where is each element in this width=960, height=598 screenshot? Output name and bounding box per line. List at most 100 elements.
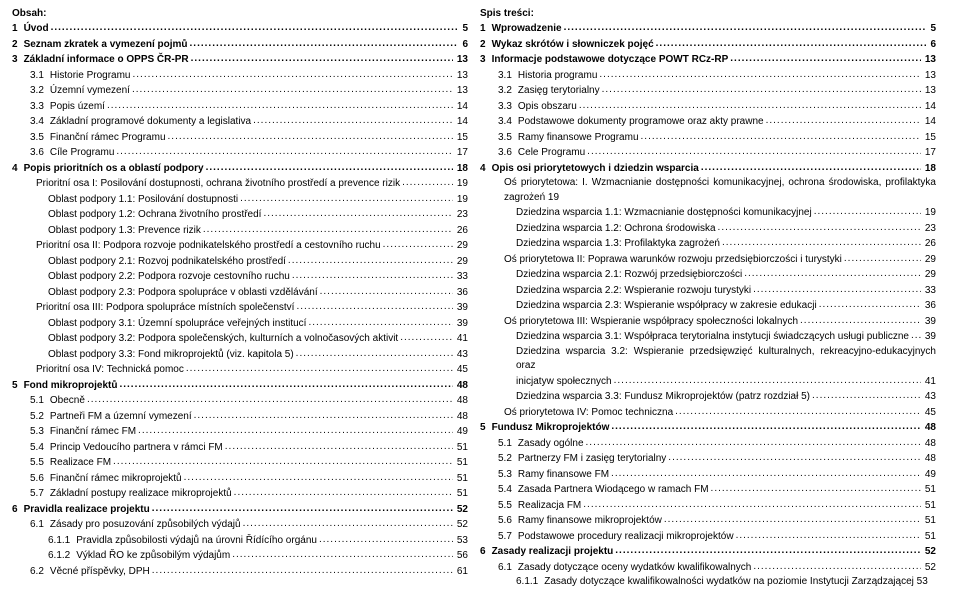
toc-label: Základní programové dokumenty a legislat… <box>50 115 251 130</box>
toc-dots <box>190 37 459 47</box>
toc-dots <box>206 161 453 171</box>
toc-line: 5.5Realizacja FM51 <box>480 498 936 514</box>
toc-label: Obecně <box>50 394 85 409</box>
right-header: Spis treści: <box>480 8 936 19</box>
toc-line: 3.4Podstawowe dokumenty programowe oraz … <box>480 114 936 130</box>
toc-label: Zasada Partnera Wiodącego w ramach FM <box>518 483 709 498</box>
toc-page: 6 <box>928 38 936 53</box>
toc-line: Oblast podpory 3.2: Podpora společenskýc… <box>12 331 468 347</box>
toc-num: 3.4 <box>498 115 518 130</box>
toc-dots <box>383 238 453 248</box>
toc-page: 45 <box>923 406 936 421</box>
toc-dots <box>611 420 921 430</box>
toc-dots <box>225 440 453 450</box>
toc-dots <box>184 471 453 481</box>
toc-page: 29 <box>923 268 936 283</box>
toc-dots <box>753 283 921 293</box>
toc-num: 5.5 <box>498 499 518 514</box>
toc-num: 3.2 <box>30 84 50 99</box>
toc-dots <box>133 68 453 78</box>
toc-page: 52 <box>455 518 468 533</box>
toc-label: Oblast podpory 1.2: Ochrana životního pr… <box>48 208 261 223</box>
toc-page: 15 <box>923 131 936 146</box>
toc-dots <box>319 533 453 543</box>
toc-page: 43 <box>455 348 468 363</box>
toc-dots <box>675 405 921 415</box>
toc-label: Oś priorytetowa: I. Wzmacnianie dostępno… <box>504 177 936 203</box>
toc-line: 5.3Ramy finansowe FM49 <box>480 467 936 483</box>
toc-label: Oblast podpory 1.3: Prevence rizik <box>48 224 201 239</box>
toc-line: 5.1Obecně48 <box>12 393 468 409</box>
toc-num: 3.3 <box>498 100 518 115</box>
toc-label: Oblast podpory 2.3: Podpora spolupráce v… <box>48 286 318 301</box>
toc-num: 6 <box>480 545 492 560</box>
toc-dots <box>243 517 453 527</box>
toc-label: Ramy finansowe mikroprojektów <box>518 514 662 529</box>
toc-label: Popis prioritních os a oblastí podpory <box>24 162 204 177</box>
toc-line: 2Seznam zkratek a vymezení pojmů6 <box>12 37 468 53</box>
toc-line: 3Informacje podstawowe dotyczące POWT RC… <box>480 52 936 68</box>
toc-page: 51 <box>923 483 936 498</box>
toc-num: 5.4 <box>498 483 518 498</box>
toc-label: Oś priorytetowa III: Wspieranie współpra… <box>504 315 798 330</box>
toc-dots <box>152 502 453 512</box>
toc-num: 6.1.1 <box>48 534 76 549</box>
toc-line: Dziedzina wsparcia 1.3: Profilaktyka zag… <box>480 236 936 252</box>
toc-page: 51 <box>455 487 468 502</box>
toc-page: 15 <box>455 131 468 146</box>
toc-num: 6.1.2 <box>48 549 76 564</box>
toc-dots <box>288 254 453 264</box>
toc-label: Historia programu <box>518 69 597 84</box>
toc-page: 13 <box>923 53 936 68</box>
toc-line: Oblast podpory 3.1: Územní spolupráce ve… <box>12 316 468 332</box>
toc-dots <box>753 560 921 570</box>
toc-page: 36 <box>923 299 936 314</box>
toc-page: 17 <box>455 146 468 161</box>
toc-dots <box>730 52 921 62</box>
toc-label: Popis území <box>50 100 105 115</box>
toc-num: 3.5 <box>498 131 518 146</box>
toc-page: 23 <box>455 208 468 223</box>
toc-num: 6.2 <box>30 565 50 580</box>
toc-page: 13 <box>455 84 468 99</box>
toc-dots <box>296 300 452 310</box>
toc-num: 3 <box>12 53 24 68</box>
toc-dots <box>614 374 921 384</box>
toc-page: 45 <box>455 363 468 378</box>
toc-page: 48 <box>455 410 468 425</box>
toc-line: 6.1.2Výklad ŘO ke způsobilým výdajům56 <box>12 548 468 564</box>
toc-num: 3.6 <box>498 146 518 161</box>
toc-page: 14 <box>923 100 936 115</box>
toc-label: Oś priorytetowa IV: Pomoc techniczna <box>504 406 673 421</box>
toc-dots <box>253 114 453 124</box>
toc-dots <box>234 486 453 496</box>
toc-dots <box>263 207 452 217</box>
toc-num: 5.1 <box>30 394 50 409</box>
toc-page: 53 <box>455 534 468 549</box>
toc-dots <box>800 314 921 324</box>
toc-line: Oblast podpory 2.2: Podpora rozvoje cest… <box>12 269 468 285</box>
toc-dots <box>668 451 921 461</box>
toc-page: 13 <box>455 69 468 84</box>
toc-page: 14 <box>923 115 936 130</box>
toc-line: 5.4Zasada Partnera Wiodącego w ramach FM… <box>480 482 936 498</box>
toc-label: Dziedzina wsparcia 1.1: Wzmacnianie dost… <box>516 206 812 221</box>
toc-label: Opis osi priorytetowych i dziedzin wspar… <box>492 162 699 177</box>
toc-num: 2 <box>480 38 492 53</box>
toc-label: Pravidla realizace projektu <box>24 503 150 518</box>
toc-num: 3 <box>480 53 492 68</box>
toc-label: Zasady dotyczące oceny wydatków kwalifik… <box>518 561 751 576</box>
toc-page: 41 <box>455 332 468 347</box>
toc-label: Informacje podstawowe dotyczące POWT RCz… <box>492 53 729 68</box>
toc-line: Dziedzina wsparcia 2.1: Rozwój przedsięb… <box>480 267 936 283</box>
toc-num: 6 <box>12 503 24 518</box>
toc-label: Oblast podpory 3.1: Územní spolupráce ve… <box>48 317 306 332</box>
toc-line: Dziedzina wsparcia 1.1: Wzmacnianie dost… <box>480 205 936 221</box>
toc-num: 5.6 <box>498 514 518 529</box>
toc-line: Oś priorytetowa: I. Wzmacnianie dostępno… <box>480 176 936 205</box>
toc-line: 5.7Podstawowe procedury realizacji mikro… <box>480 529 936 545</box>
toc-dots <box>711 482 921 492</box>
toc-label: Ramy finansowe FM <box>518 468 609 483</box>
toc-num: 6.1 <box>30 518 50 533</box>
toc-num: 5 <box>480 421 492 436</box>
